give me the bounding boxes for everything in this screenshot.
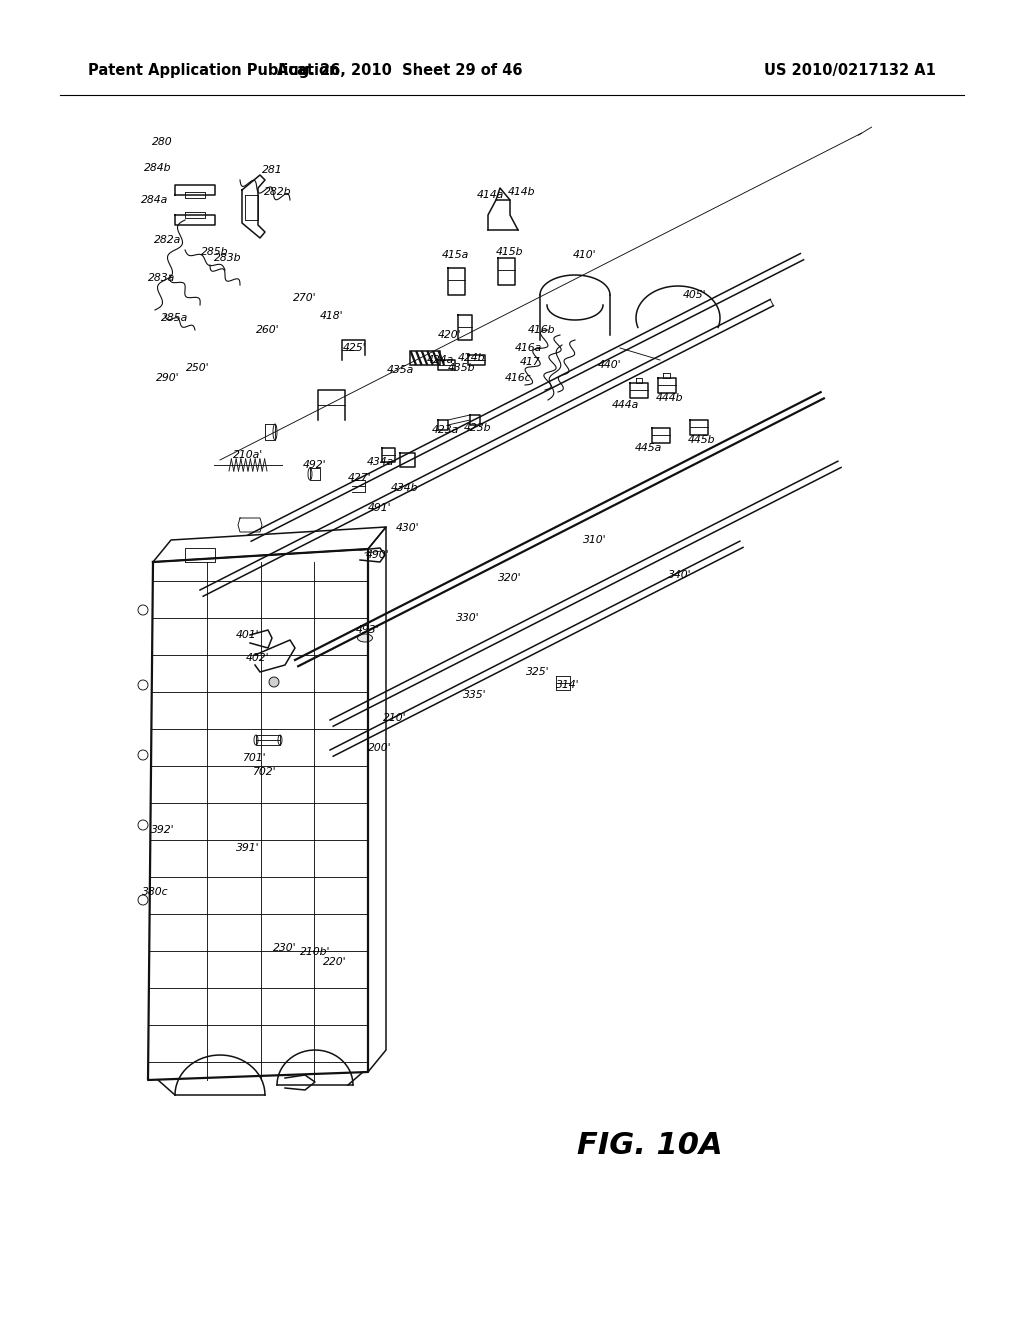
- Text: 335': 335': [463, 690, 486, 700]
- Text: 490': 490': [367, 550, 390, 560]
- Text: FIG. 10A: FIG. 10A: [578, 1130, 723, 1159]
- Text: 416b: 416b: [528, 325, 556, 335]
- Text: 425': 425': [343, 343, 367, 352]
- Text: 414b: 414b: [508, 187, 536, 197]
- Text: 290': 290': [157, 374, 180, 383]
- Text: 420': 420': [438, 330, 462, 341]
- Bar: [410, 351, 440, 366]
- Text: 320': 320': [499, 573, 522, 583]
- Text: 210': 210': [383, 713, 407, 723]
- Text: 423a: 423a: [431, 425, 459, 436]
- Text: 325': 325': [526, 667, 550, 677]
- Text: 260': 260': [256, 325, 280, 335]
- Text: 435a: 435a: [386, 366, 414, 375]
- Text: Patent Application Publication: Patent Application Publication: [88, 63, 340, 78]
- Text: 444b: 444b: [656, 393, 684, 403]
- Text: 493': 493': [356, 624, 380, 635]
- Text: 415a: 415a: [441, 249, 469, 260]
- Text: 391': 391': [237, 843, 260, 853]
- Text: 401': 401': [237, 630, 260, 640]
- Text: 414a: 414a: [476, 190, 504, 201]
- Text: 702': 702': [253, 767, 276, 777]
- Text: 283a: 283a: [148, 273, 176, 282]
- Text: 280: 280: [152, 137, 172, 147]
- Text: 440': 440': [598, 360, 622, 370]
- Text: 424a: 424a: [426, 355, 454, 366]
- Text: 282b: 282b: [264, 187, 292, 197]
- Text: 491': 491': [369, 503, 392, 513]
- Text: 210b': 210b': [300, 946, 331, 957]
- Text: 415b: 415b: [497, 247, 523, 257]
- Text: 285b: 285b: [202, 247, 228, 257]
- Text: 410': 410': [573, 249, 597, 260]
- Text: 340': 340': [669, 570, 692, 579]
- Text: 402': 402': [246, 653, 269, 663]
- Text: 492': 492': [303, 459, 327, 470]
- Text: Aug. 26, 2010  Sheet 29 of 46: Aug. 26, 2010 Sheet 29 of 46: [278, 63, 522, 78]
- Text: 423b: 423b: [464, 422, 492, 433]
- Circle shape: [269, 677, 279, 686]
- Text: 392': 392': [152, 825, 175, 836]
- Text: 445a: 445a: [635, 444, 662, 453]
- Text: 285a: 285a: [162, 313, 188, 323]
- Text: 281: 281: [262, 165, 283, 176]
- Text: 416a: 416a: [514, 343, 542, 352]
- Text: 284a: 284a: [141, 195, 169, 205]
- Text: 444a: 444a: [611, 400, 639, 411]
- Text: 210a': 210a': [232, 450, 263, 459]
- Text: 445b: 445b: [688, 436, 716, 445]
- Text: 435b: 435b: [449, 363, 476, 374]
- Ellipse shape: [357, 634, 373, 642]
- Text: 284b: 284b: [144, 162, 172, 173]
- Text: 220': 220': [324, 957, 347, 968]
- Text: US 2010/0217132 A1: US 2010/0217132 A1: [764, 63, 936, 78]
- Text: 200': 200': [369, 743, 392, 752]
- Text: 427': 427': [348, 473, 372, 483]
- Text: 314': 314': [556, 680, 580, 690]
- Text: 405': 405': [683, 290, 707, 300]
- Text: 417: 417: [520, 356, 541, 367]
- Text: 434a: 434a: [367, 457, 393, 467]
- Text: 282a: 282a: [155, 235, 181, 246]
- Text: 270': 270': [293, 293, 316, 304]
- Text: 416c: 416c: [505, 374, 531, 383]
- Text: 430': 430': [396, 523, 420, 533]
- Text: 434b: 434b: [391, 483, 419, 492]
- Text: 424b: 424b: [459, 352, 485, 363]
- Text: 250': 250': [186, 363, 210, 374]
- Text: 701': 701': [243, 752, 267, 763]
- Text: 330': 330': [456, 612, 480, 623]
- Text: 310': 310': [584, 535, 607, 545]
- Text: 380c: 380c: [141, 887, 168, 898]
- Text: 283b: 283b: [214, 253, 242, 263]
- Text: 418': 418': [321, 312, 344, 321]
- Text: 230': 230': [273, 942, 297, 953]
